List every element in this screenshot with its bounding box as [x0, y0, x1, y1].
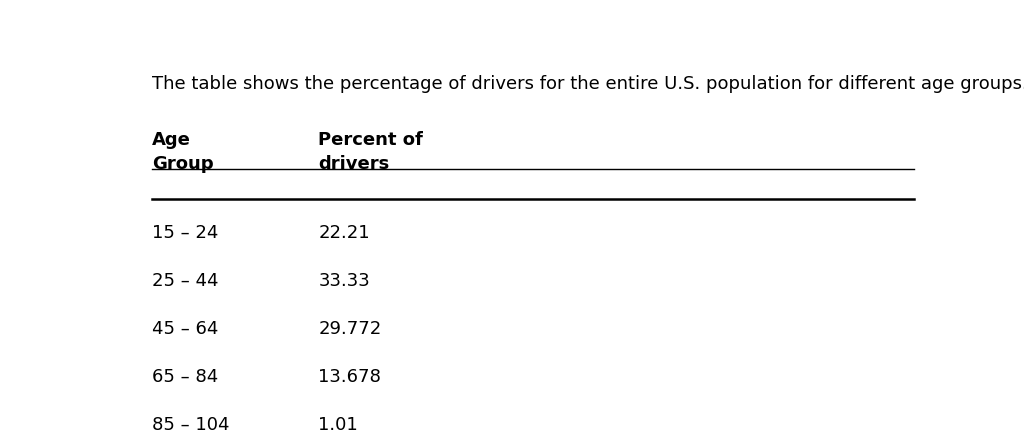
- Text: 25 – 44: 25 – 44: [152, 272, 218, 290]
- Text: Percent of
drivers: Percent of drivers: [318, 131, 423, 173]
- Text: 29.772: 29.772: [318, 320, 382, 338]
- Text: 33.33: 33.33: [318, 272, 371, 290]
- Text: 22.21: 22.21: [318, 224, 370, 242]
- Text: 65 – 84: 65 – 84: [152, 368, 218, 386]
- Text: 13.678: 13.678: [318, 368, 381, 386]
- Text: 1.01: 1.01: [318, 416, 358, 430]
- Text: The table shows the percentage of drivers for the entire U.S. population for dif: The table shows the percentage of driver…: [152, 75, 1024, 93]
- Text: 45 – 64: 45 – 64: [152, 320, 218, 338]
- Text: Age
Group: Age Group: [152, 131, 213, 173]
- Text: 15 – 24: 15 – 24: [152, 224, 218, 242]
- Text: 85 – 104: 85 – 104: [152, 416, 229, 430]
